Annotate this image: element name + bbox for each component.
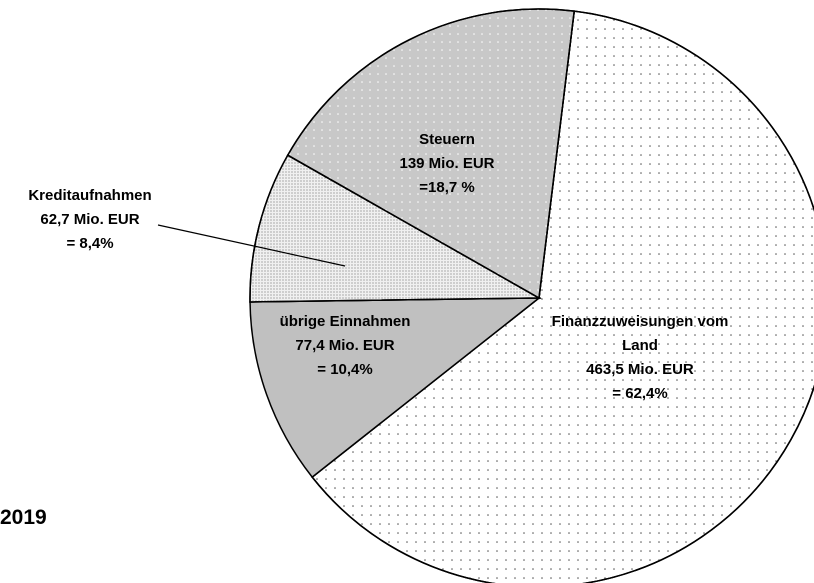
- label-line: Steuern: [419, 131, 475, 148]
- label-line: = 10,4%: [317, 361, 373, 378]
- slice-label: übrige Einnahmen 77,4 Mio. EUR = 10,4%: [245, 310, 445, 382]
- pie-slice: [249, 297, 542, 479]
- slice-label: Steuern 139 Mio. EUR =18,7 %: [347, 128, 547, 200]
- label-line: übrige Einnahmen: [279, 313, 411, 330]
- label-line: Finanzzuweisungen vom Land: [551, 313, 729, 354]
- slice-label: Finanzzuweisungen vom Land 463,5 Mio. EUR…: [545, 310, 735, 406]
- label-line: 62,7 Mio. EUR: [40, 211, 140, 228]
- chart-title: 2019: [0, 506, 47, 529]
- label-line: 139 Mio. EUR: [399, 155, 495, 172]
- label-line: =18,7 %: [419, 179, 475, 196]
- leader-line: [157, 224, 346, 267]
- slice-pattern: [286, 8, 576, 300]
- label-line: 77,4 Mio. EUR: [295, 337, 395, 354]
- slice-pattern: [249, 154, 542, 303]
- slice-pattern: [311, 10, 814, 583]
- label-line: Kreditaufnahmen: [28, 187, 152, 204]
- label-line: = 8,4%: [66, 235, 114, 252]
- label-line: = 62,4%: [612, 385, 668, 402]
- label-line: 463,5 Mio. EUR: [586, 361, 694, 378]
- slice-label: Kreditaufnahmen 62,7 Mio. EUR = 8,4%: [0, 184, 190, 256]
